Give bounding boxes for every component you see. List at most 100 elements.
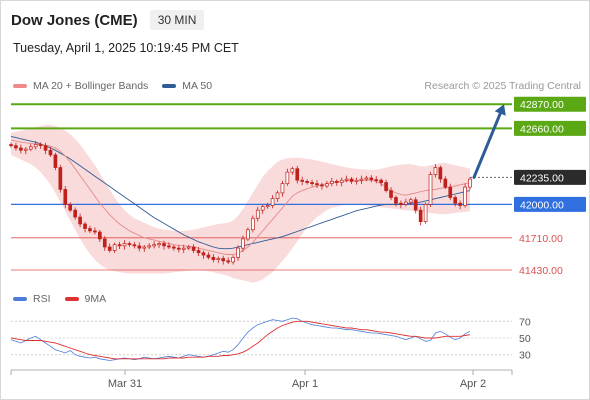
level-label-42235.00: 42235.00 bbox=[520, 172, 564, 184]
candle-body bbox=[211, 257, 216, 261]
candle-body bbox=[147, 245, 152, 248]
level-label-42660.00: 42660.00 bbox=[520, 123, 564, 135]
price-legend: MA 20 + Bollinger Bands MA 50 bbox=[13, 80, 226, 92]
candle-body bbox=[344, 178, 349, 181]
candle-body bbox=[112, 244, 117, 251]
rsi-label: RSI bbox=[33, 293, 51, 305]
candle-body bbox=[63, 189, 68, 205]
candle-body bbox=[38, 144, 43, 147]
timestamp: Tuesday, April 1, 2025 10:19:45 PM CET bbox=[13, 41, 239, 55]
candle-body bbox=[142, 246, 147, 249]
candle-body bbox=[448, 186, 453, 198]
candle-body bbox=[127, 243, 132, 246]
candle-body bbox=[275, 192, 280, 199]
candle-body bbox=[418, 209, 423, 223]
title-row: Dow Jones (CME) 30 MIN bbox=[11, 10, 205, 30]
candle-body bbox=[305, 181, 309, 183]
candle-body bbox=[216, 258, 221, 261]
candle-body bbox=[78, 216, 82, 225]
candle-body bbox=[88, 228, 92, 232]
ma20-label: MA 20 + Bollinger Bands bbox=[33, 80, 149, 92]
rsi-legend: RSI 9MA bbox=[13, 293, 120, 305]
candle-body bbox=[389, 190, 393, 198]
rsi-tick-30: 30 bbox=[519, 350, 531, 362]
legend-item-ma50: MA 50 bbox=[162, 80, 212, 92]
rsi-tick-70: 70 bbox=[519, 316, 531, 328]
candle-body bbox=[221, 258, 226, 262]
candle-body bbox=[310, 182, 314, 185]
candle-body bbox=[201, 252, 206, 256]
candle-body bbox=[122, 243, 127, 247]
candle-body bbox=[260, 206, 265, 211]
candle-body bbox=[137, 245, 142, 249]
candle-body bbox=[48, 149, 53, 156]
candle-body bbox=[181, 247, 186, 250]
candle-body bbox=[265, 205, 270, 208]
candle-body bbox=[315, 183, 319, 186]
candle-body bbox=[339, 179, 344, 183]
candle-body bbox=[251, 217, 255, 231]
candle-body bbox=[107, 246, 112, 251]
ma50-line bbox=[10, 136, 471, 250]
rsi-ma-label: 9MA bbox=[84, 293, 107, 305]
x-tick-label: Mar 31 bbox=[108, 378, 142, 390]
candle-body bbox=[369, 177, 374, 180]
candle-body bbox=[231, 257, 235, 263]
candle-body bbox=[359, 178, 364, 181]
candle-body bbox=[399, 202, 403, 205]
interval-button[interactable]: 30 MIN bbox=[149, 10, 205, 30]
legend-item-rsi: RSI bbox=[13, 293, 51, 305]
candle-body bbox=[453, 197, 458, 204]
level-label-41430.00: 41430.00 bbox=[519, 265, 563, 277]
candle-body bbox=[68, 204, 73, 211]
candle-body bbox=[167, 245, 171, 248]
legend-item-ma20: MA 20 + Bollinger Bands bbox=[13, 80, 148, 92]
candle-body bbox=[329, 181, 334, 185]
candle-body bbox=[236, 247, 240, 258]
candle-body bbox=[162, 243, 166, 247]
symbol-title: Dow Jones (CME) bbox=[11, 11, 138, 29]
candle-body bbox=[255, 209, 260, 219]
candle-body bbox=[408, 199, 413, 203]
level-badge-42000.00 bbox=[514, 196, 586, 212]
ma20-line bbox=[10, 139, 471, 255]
candle-body bbox=[295, 168, 300, 181]
candle-body bbox=[404, 201, 408, 205]
candle-body bbox=[93, 230, 97, 233]
candle-body bbox=[374, 179, 379, 181]
candle-body bbox=[285, 171, 290, 185]
candle-body bbox=[206, 254, 211, 258]
candle-body bbox=[102, 238, 107, 248]
candle-body bbox=[73, 209, 77, 218]
candle-body bbox=[428, 174, 433, 205]
rsi-ma-line bbox=[10, 320, 471, 360]
candle-body bbox=[172, 246, 176, 249]
candle-body bbox=[463, 186, 467, 206]
x-tick-label: Apr 2 bbox=[460, 378, 486, 390]
candle-body bbox=[33, 144, 38, 148]
ma20-swatch-icon bbox=[13, 84, 27, 88]
candle-body bbox=[83, 223, 87, 229]
candle-body bbox=[394, 197, 398, 204]
ma50-label: MA 50 bbox=[182, 80, 213, 92]
forecast-arrow-shaft bbox=[472, 107, 504, 179]
candle-body bbox=[23, 148, 28, 151]
candle-body bbox=[176, 247, 181, 250]
level-label-42870.00: 42870.00 bbox=[520, 99, 564, 111]
rsi-swatch-icon bbox=[13, 297, 27, 301]
level-label-42000.00: 42000.00 bbox=[520, 199, 564, 211]
legend-item-9ma: 9MA bbox=[64, 293, 107, 305]
candle-body bbox=[364, 177, 369, 180]
candle-body bbox=[320, 184, 324, 187]
candle-body bbox=[43, 145, 48, 151]
candle-body bbox=[152, 244, 156, 247]
candle-body bbox=[458, 202, 462, 206]
candle-body bbox=[349, 178, 354, 182]
candle-body bbox=[423, 204, 428, 223]
candle-body bbox=[241, 238, 245, 249]
research-credit: Research © 2025 Trading Central bbox=[424, 80, 581, 92]
candle-body bbox=[186, 246, 191, 249]
candle-body bbox=[468, 178, 472, 188]
candle-body bbox=[117, 244, 122, 247]
